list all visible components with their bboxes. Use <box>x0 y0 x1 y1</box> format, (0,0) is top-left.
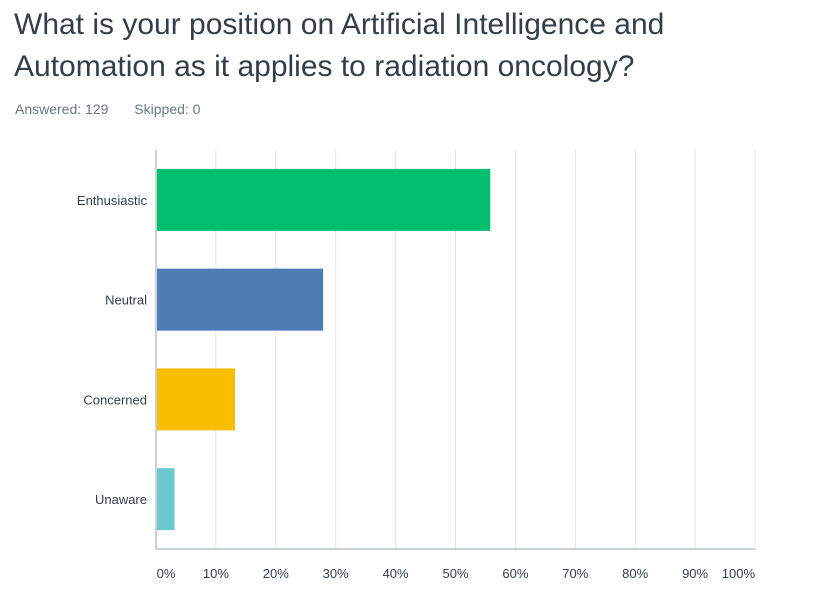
question-title: What is your position on Artificial Inte… <box>14 8 665 83</box>
x-tick-label: 50% <box>442 566 468 581</box>
bar-neutral <box>157 268 324 331</box>
category-label: Unaware <box>95 492 147 507</box>
category-label: Concerned <box>83 392 147 407</box>
x-tick-label: 100% <box>722 566 756 581</box>
bar-concerned <box>157 368 236 431</box>
x-tick-label: 60% <box>502 566 528 581</box>
x-tick-label: 80% <box>622 566 648 581</box>
bar-enthusiastic <box>157 168 491 231</box>
x-tick-label: 40% <box>383 566 409 581</box>
x-tick-label: 30% <box>323 566 349 581</box>
skipped-count: Skipped: 0 <box>134 101 201 117</box>
x-tick-label: 20% <box>263 566 289 581</box>
x-tick-label: 0% <box>157 566 176 581</box>
x-tick-label: 90% <box>682 566 708 581</box>
answered-count: Answered: 129 <box>15 101 109 117</box>
category-label: Neutral <box>105 293 147 308</box>
response-stats: Answered: 129 Skipped: 0 <box>15 101 222 117</box>
x-tick-label: 10% <box>203 566 229 581</box>
bar-unaware <box>157 468 175 531</box>
category-label: Enthusiastic <box>77 193 148 208</box>
x-tick-label: 70% <box>562 566 588 581</box>
